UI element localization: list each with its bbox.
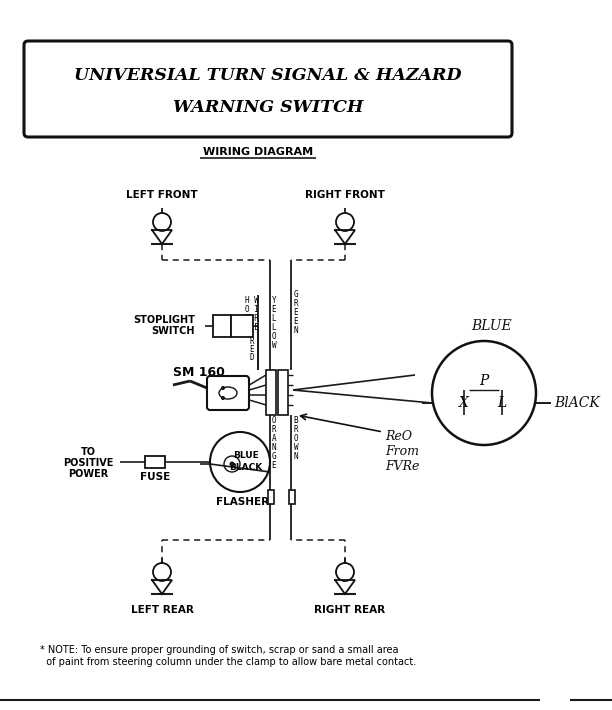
Text: E: E: [294, 308, 298, 317]
Text: From: From: [385, 445, 419, 458]
Text: N: N: [272, 443, 276, 452]
FancyBboxPatch shape: [266, 370, 276, 415]
Text: FVRe: FVRe: [385, 460, 419, 473]
Text: O I: O I: [245, 305, 259, 314]
FancyBboxPatch shape: [278, 370, 288, 415]
Text: L: L: [272, 323, 276, 332]
Text: BlACK: BlACK: [554, 396, 600, 410]
Text: * NOTE: To ensure proper grounding of switch, scrap or sand a small area: * NOTE: To ensure proper grounding of sw…: [40, 645, 398, 655]
Text: TO: TO: [81, 447, 95, 457]
Text: LEFT FRONT: LEFT FRONT: [126, 190, 198, 200]
Text: WARNING SWITCH: WARNING SWITCH: [173, 99, 363, 116]
FancyBboxPatch shape: [207, 376, 249, 410]
Text: Y: Y: [272, 296, 276, 305]
Text: BLACK: BLACK: [230, 462, 263, 471]
Text: ReO: ReO: [385, 430, 412, 443]
Text: B: B: [294, 416, 298, 425]
Text: O: O: [272, 416, 276, 425]
Text: H W: H W: [245, 296, 259, 305]
Text: LEFT REAR: LEFT REAR: [130, 605, 193, 615]
Text: SM 160: SM 160: [173, 366, 225, 380]
Text: R: R: [250, 337, 255, 346]
Text: STOPLIGHT: STOPLIGHT: [133, 315, 195, 325]
Text: E: E: [272, 305, 276, 314]
Text: X: X: [459, 396, 469, 410]
Text: FLASHER: FLASHER: [217, 497, 269, 507]
Text: T R: T R: [245, 314, 259, 323]
Text: POWER: POWER: [68, 469, 108, 479]
Text: POSITIVE: POSITIVE: [63, 458, 113, 468]
Circle shape: [230, 462, 234, 466]
Text: RIGHT REAR: RIGHT REAR: [315, 605, 386, 615]
Text: G: G: [272, 452, 276, 461]
Text: RIGHT FRONT: RIGHT FRONT: [305, 190, 385, 200]
Circle shape: [221, 396, 225, 400]
Text: FUSE: FUSE: [140, 472, 170, 482]
Text: E: E: [250, 345, 255, 354]
Text: WIRING DIAGRAM: WIRING DIAGRAM: [203, 147, 313, 157]
Text: E: E: [294, 317, 298, 326]
Text: W: W: [294, 443, 298, 452]
Text: UNIVERSIAL TURN SIGNAL & HAZARD: UNIVERSIAL TURN SIGNAL & HAZARD: [74, 67, 462, 84]
Text: L: L: [272, 314, 276, 323]
Text: P: P: [479, 374, 489, 388]
Text: N: N: [294, 452, 298, 461]
Text: O: O: [272, 332, 276, 341]
FancyBboxPatch shape: [213, 315, 231, 337]
Circle shape: [221, 386, 225, 390]
Text: R: R: [272, 425, 276, 434]
Text: A: A: [272, 434, 276, 443]
Text: BLUE: BLUE: [233, 452, 259, 461]
Text: G: G: [294, 290, 298, 299]
FancyBboxPatch shape: [231, 315, 253, 337]
FancyBboxPatch shape: [145, 456, 165, 468]
Text: D: D: [250, 353, 255, 362]
Text: E: E: [272, 461, 276, 470]
FancyBboxPatch shape: [289, 490, 295, 504]
Text: O: O: [294, 434, 298, 443]
Text: R: R: [294, 299, 298, 308]
Text: W: W: [272, 341, 276, 350]
Text: BLUE: BLUE: [472, 319, 512, 333]
Text: SWITCH: SWITCH: [152, 326, 195, 336]
Text: of paint from steering column under the clamp to allow bare metal contact.: of paint from steering column under the …: [40, 657, 416, 667]
Text: L: L: [498, 396, 507, 410]
FancyBboxPatch shape: [268, 490, 274, 504]
Text: E E: E E: [245, 323, 259, 332]
Text: N: N: [294, 326, 298, 335]
FancyBboxPatch shape: [24, 41, 512, 137]
Text: R: R: [294, 425, 298, 434]
